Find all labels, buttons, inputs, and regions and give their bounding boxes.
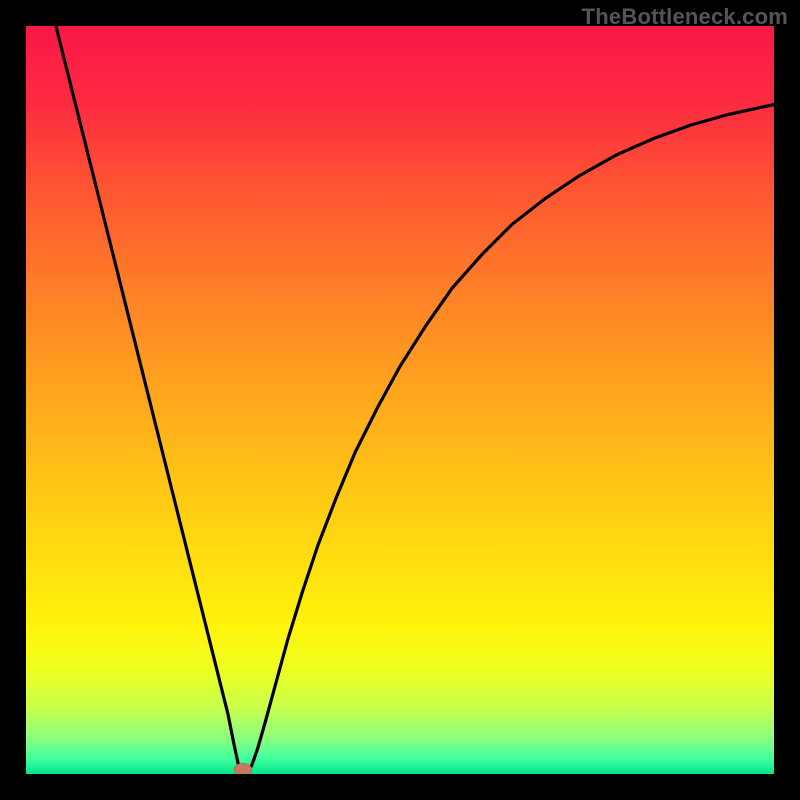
plot-area (26, 26, 774, 774)
optimal-point-marker (234, 763, 252, 774)
chart-container: TheBottleneck.com (0, 0, 800, 800)
watermark-text: TheBottleneck.com (582, 4, 788, 30)
bottleneck-curve (26, 26, 774, 774)
bottleneck-line (56, 26, 774, 774)
